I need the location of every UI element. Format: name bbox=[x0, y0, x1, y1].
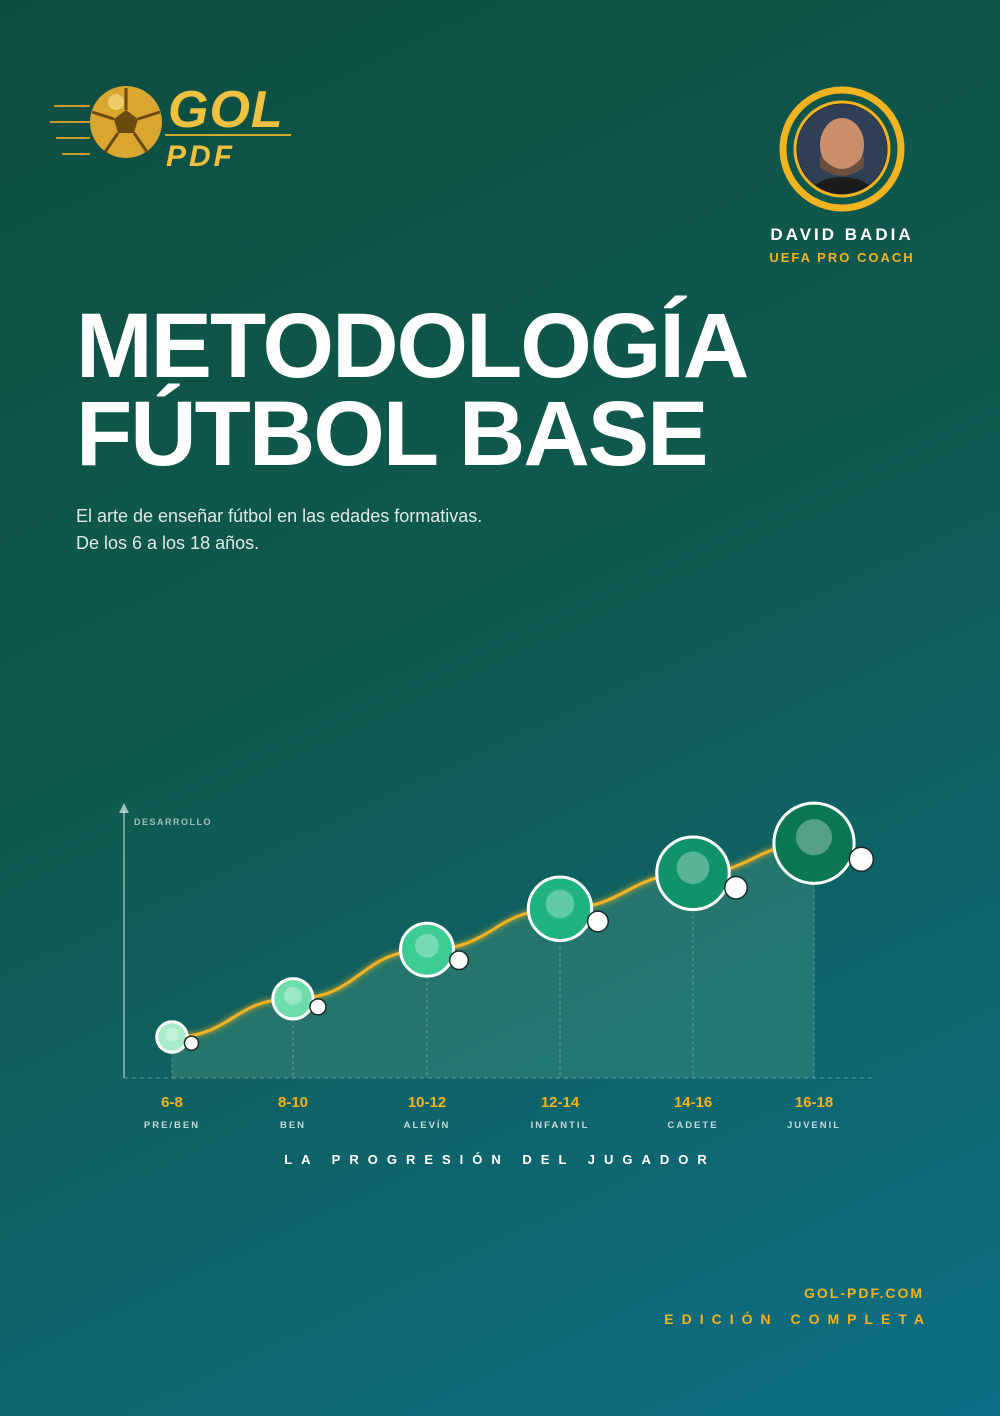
author-photo bbox=[779, 86, 905, 212]
y-axis-arrow bbox=[119, 803, 129, 813]
footer-edition: EDICIÓN COMPLETA bbox=[664, 1311, 932, 1327]
x-tick-sublabel: BEN bbox=[280, 1120, 306, 1131]
point bbox=[772, 801, 856, 885]
x-tick-label: 6-8 bbox=[161, 1094, 183, 1111]
main-title: METODOLOGÍA FÚTBOL BASE bbox=[76, 295, 749, 485]
x-axis-title: LA PROGRESIÓN DEL JUGADOR bbox=[284, 1152, 716, 1167]
point-dot bbox=[183, 1035, 200, 1051]
footer-site: GOL-PDF.COM bbox=[804, 1285, 924, 1301]
point-highlight bbox=[415, 933, 439, 958]
point-dot bbox=[448, 950, 470, 971]
logo-text: GOL bbox=[168, 81, 284, 139]
point bbox=[655, 835, 731, 911]
x-tick-label: 10-12 bbox=[408, 1094, 446, 1111]
logo-rule bbox=[165, 134, 291, 136]
x-tick-sublabel: CADETE bbox=[667, 1120, 718, 1131]
x-tick-sublabel: ALEVÍN bbox=[404, 1120, 451, 1131]
x-tick-sublabel: JUVENIL bbox=[787, 1120, 841, 1131]
y-axis-label: DESARROLLO bbox=[134, 817, 212, 827]
x-tick-label: 8-10 bbox=[278, 1094, 308, 1111]
x-tick-sublabel: INFANTIL bbox=[531, 1120, 590, 1131]
point-highlight bbox=[283, 986, 303, 1005]
x-tick-label: 16-18 bbox=[795, 1094, 833, 1111]
logo-ball bbox=[50, 86, 162, 158]
point-dot bbox=[586, 910, 609, 933]
point bbox=[271, 977, 315, 1021]
x-tick-label: 14-16 bbox=[674, 1094, 712, 1111]
author-role: UEFA PRO COACH bbox=[769, 250, 915, 265]
title-line: METODOLOGÍA bbox=[76, 295, 749, 397]
title-line: FÚTBOL BASE bbox=[76, 383, 709, 485]
area bbox=[172, 843, 814, 1078]
point bbox=[526, 875, 594, 942]
x-tick-label: 12-14 bbox=[541, 1094, 580, 1111]
author-name: DAVID BADIA bbox=[770, 225, 914, 244]
subtitle: El arte de enseñar fútbol en las edades … bbox=[76, 503, 482, 557]
point-highlight bbox=[795, 819, 833, 856]
point-dot bbox=[724, 875, 748, 900]
x-tick-sublabel: PRE/BEN bbox=[144, 1120, 200, 1131]
point bbox=[399, 921, 455, 978]
logo-subtext: PDF bbox=[166, 140, 235, 173]
subtitle-line: El arte de enseñar fútbol en las edades … bbox=[76, 506, 483, 526]
point-dot bbox=[309, 998, 327, 1016]
point-dot bbox=[848, 846, 875, 873]
point-highlight bbox=[165, 1027, 179, 1042]
subtitle-line: De los 6 a los 18 años. bbox=[76, 533, 260, 553]
point-highlight bbox=[545, 889, 575, 919]
chart: DESARROLLO 6-8 PRE/BEN 8-10 BEN 10-12 ALEVÍN 12… bbox=[119, 801, 876, 1167]
point-highlight bbox=[676, 851, 710, 885]
